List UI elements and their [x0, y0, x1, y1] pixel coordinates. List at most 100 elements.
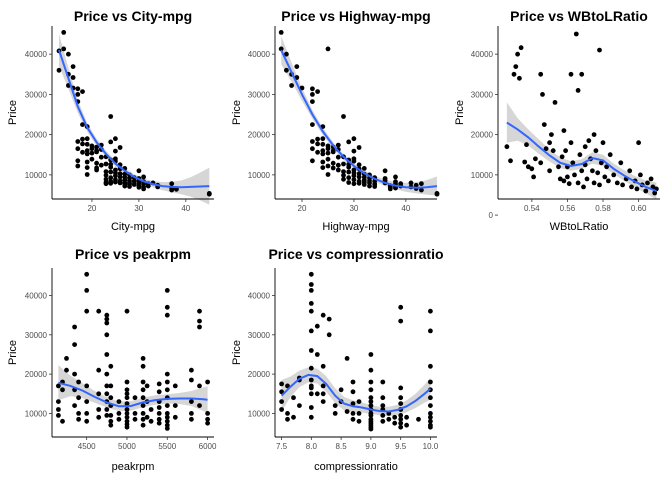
data-point — [428, 379, 433, 385]
data-point — [205, 420, 211, 426]
data-point — [568, 140, 574, 146]
data-point — [538, 71, 544, 77]
y-axis-label: Price — [7, 340, 19, 365]
data-point — [189, 377, 194, 383]
data-point — [320, 363, 326, 369]
data-point — [504, 144, 510, 150]
data-point — [325, 146, 331, 152]
data-point — [387, 186, 393, 192]
data-point — [595, 170, 601, 176]
data-point — [398, 401, 404, 406]
smooth-line — [58, 49, 210, 189]
data-point — [291, 395, 296, 401]
data-point — [330, 165, 336, 171]
data-point — [372, 184, 378, 189]
data-point — [108, 139, 114, 145]
data-point — [335, 162, 341, 168]
data-point — [76, 416, 81, 422]
data-point — [531, 174, 536, 180]
data-point — [308, 328, 314, 334]
data-point — [96, 391, 102, 397]
data-point — [113, 179, 118, 185]
data-point — [330, 160, 336, 166]
data-point — [140, 379, 146, 385]
x-tick-label: 0.58 — [595, 204, 611, 213]
data-point — [350, 379, 356, 385]
data-point — [124, 411, 130, 416]
data-point — [279, 381, 284, 387]
data-point — [145, 183, 151, 189]
data-point — [279, 389, 284, 395]
data-point — [419, 187, 424, 193]
data-point — [308, 271, 314, 277]
data-point — [80, 141, 85, 147]
data-point — [108, 180, 114, 186]
data-point — [140, 356, 146, 361]
data-point — [428, 328, 433, 334]
data-point — [607, 152, 613, 158]
data-point — [335, 142, 341, 148]
y-tick-label: 30000 — [248, 90, 271, 99]
data-point — [140, 363, 146, 369]
data-point — [308, 377, 314, 383]
data-point — [80, 136, 85, 142]
data-point — [351, 148, 357, 154]
data-point — [124, 308, 130, 314]
data-point — [84, 411, 90, 416]
data-point — [310, 139, 315, 144]
data-point — [367, 183, 372, 189]
x-tick-label: 0.56 — [560, 204, 576, 213]
data-point — [543, 146, 549, 152]
data-point — [72, 371, 77, 377]
data-point — [368, 367, 374, 373]
data-point — [72, 403, 77, 408]
data-point — [104, 312, 110, 318]
y-tick-label: 20000 — [248, 370, 271, 379]
data-point — [547, 168, 552, 174]
data-point — [60, 418, 65, 424]
data-point — [117, 145, 123, 150]
data-point — [108, 395, 114, 401]
data-point — [643, 188, 649, 194]
y-tick-label: 30000 — [471, 90, 494, 99]
x-tick-label: 30 — [134, 204, 143, 213]
data-point — [350, 401, 356, 406]
y-tick-label: 40000 — [25, 50, 48, 59]
data-point — [136, 168, 142, 174]
data-point — [84, 418, 90, 424]
data-point — [310, 158, 315, 164]
data-point — [84, 399, 90, 404]
data-point — [428, 418, 433, 424]
data-point — [335, 154, 341, 160]
data-point — [104, 316, 110, 322]
x-tick-label: 5000 — [118, 442, 136, 451]
data-point — [75, 86, 81, 92]
data-point — [341, 176, 346, 182]
x-tick-label: 8.5 — [336, 442, 348, 451]
data-point — [648, 176, 654, 182]
data-point — [332, 411, 338, 416]
data-point — [627, 168, 633, 174]
data-point — [380, 403, 386, 408]
data-point — [380, 395, 386, 401]
data-point — [346, 164, 352, 170]
data-point — [144, 414, 150, 420]
data-point — [398, 413, 404, 418]
data-point — [56, 407, 61, 412]
data-point — [541, 122, 547, 127]
data-point — [124, 379, 130, 385]
data-point — [108, 413, 114, 418]
data-point — [356, 418, 362, 424]
data-point — [156, 411, 162, 416]
data-point — [368, 399, 374, 404]
data-point — [320, 312, 326, 318]
data-point — [156, 416, 162, 422]
data-point — [338, 387, 344, 393]
data-point — [164, 379, 170, 385]
data-point — [205, 416, 211, 422]
data-point — [556, 164, 561, 170]
data-point — [89, 146, 95, 152]
data-point — [645, 180, 650, 186]
data-point — [606, 178, 611, 184]
